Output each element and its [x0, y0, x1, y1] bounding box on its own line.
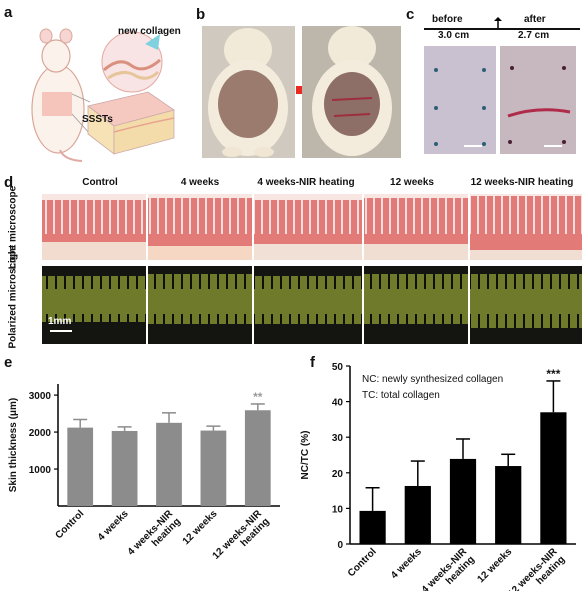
bar	[244, 410, 271, 506]
after-width: 2.7 cm	[518, 30, 550, 41]
y-tick-label: 20	[332, 469, 344, 480]
panel-d-label: d	[4, 174, 14, 191]
chart-e: 1000 2000 3000 Skin thickness (μm) Control 4 …	[8, 384, 280, 562]
skin-photo-before	[424, 46, 496, 154]
panel-a-label: a	[4, 4, 13, 21]
bar	[359, 510, 386, 544]
category-label-line: 12 weeks	[181, 508, 220, 547]
y-tick-label: 0	[337, 540, 343, 551]
category-label: 12 weeks	[475, 546, 514, 585]
category-label-line: 4 weeks	[389, 546, 424, 581]
y-axis-label: Skin thickness (μm)	[8, 398, 19, 492]
row-label-polarized: Polarized microscope	[7, 245, 19, 349]
col-header-12-weeks-nir: 12 weeks-NIR heating	[470, 177, 574, 188]
category-label-line: 12 weeks	[475, 546, 514, 585]
panel-b-label: b	[196, 6, 206, 23]
new-collagen-label: new collagen	[118, 26, 181, 37]
scale-bar-label: 1mm	[48, 316, 72, 327]
width-ruler	[424, 28, 580, 30]
y-tick-label: 40	[332, 398, 344, 409]
col-header-control: Control	[82, 177, 118, 188]
bar	[67, 427, 94, 506]
category-label: Control	[346, 546, 379, 579]
category-label: 12 weeks	[181, 508, 220, 547]
y-tick-label: 50	[332, 362, 344, 373]
histology-grid	[42, 194, 582, 344]
significance-mark: ***	[546, 367, 560, 381]
y-tick-label: 3000	[29, 391, 52, 402]
rat-photo-after	[302, 26, 401, 158]
scale-bar	[50, 330, 72, 332]
y-tick-label: 2000	[29, 428, 52, 439]
category-label: 4 weeks	[96, 508, 131, 543]
bar	[156, 422, 182, 506]
panel-e-label: e	[4, 354, 13, 371]
y-axis-label: NC/TC (%)	[300, 431, 311, 480]
col-header-4-weeks: 4 weeks	[180, 177, 220, 188]
significance-mark: **	[253, 390, 263, 404]
category-label: Control	[53, 508, 86, 541]
panel-f-label: f	[310, 354, 315, 371]
col-header-12-weeks: 12 weeks	[390, 177, 434, 188]
y-tick-label: 1000	[29, 465, 52, 476]
bar	[111, 430, 138, 506]
y-tick-label: 30	[332, 433, 344, 444]
col-header-4-weeks-nir: 4 weeks-NIR heating	[257, 177, 355, 188]
category-label-line: 4 weeks	[96, 508, 131, 543]
category-label-line: Control	[346, 546, 379, 579]
rat-photo-before	[202, 26, 295, 158]
y-tick-label: 10	[332, 504, 344, 515]
bar	[449, 458, 477, 544]
before-width: 3.0 cm	[438, 30, 470, 41]
category-label: 4 weeks	[389, 546, 424, 581]
before-label: before	[432, 14, 463, 25]
after-label: after	[524, 14, 546, 25]
bar	[495, 466, 522, 544]
bar	[540, 412, 567, 544]
category-label-line: Control	[53, 508, 86, 541]
sssts-label: SSSTs	[82, 114, 113, 125]
skin-photo-after	[500, 46, 576, 154]
bar	[200, 430, 227, 506]
divider-arrow-icon	[494, 16, 502, 34]
rat-schematic	[20, 14, 190, 164]
panel-c-label: c	[406, 6, 415, 23]
bar	[404, 485, 431, 544]
nc-annotation: NC: newly synthesized collagen	[362, 374, 504, 385]
tc-annotation: TC: total collagen	[362, 390, 440, 401]
